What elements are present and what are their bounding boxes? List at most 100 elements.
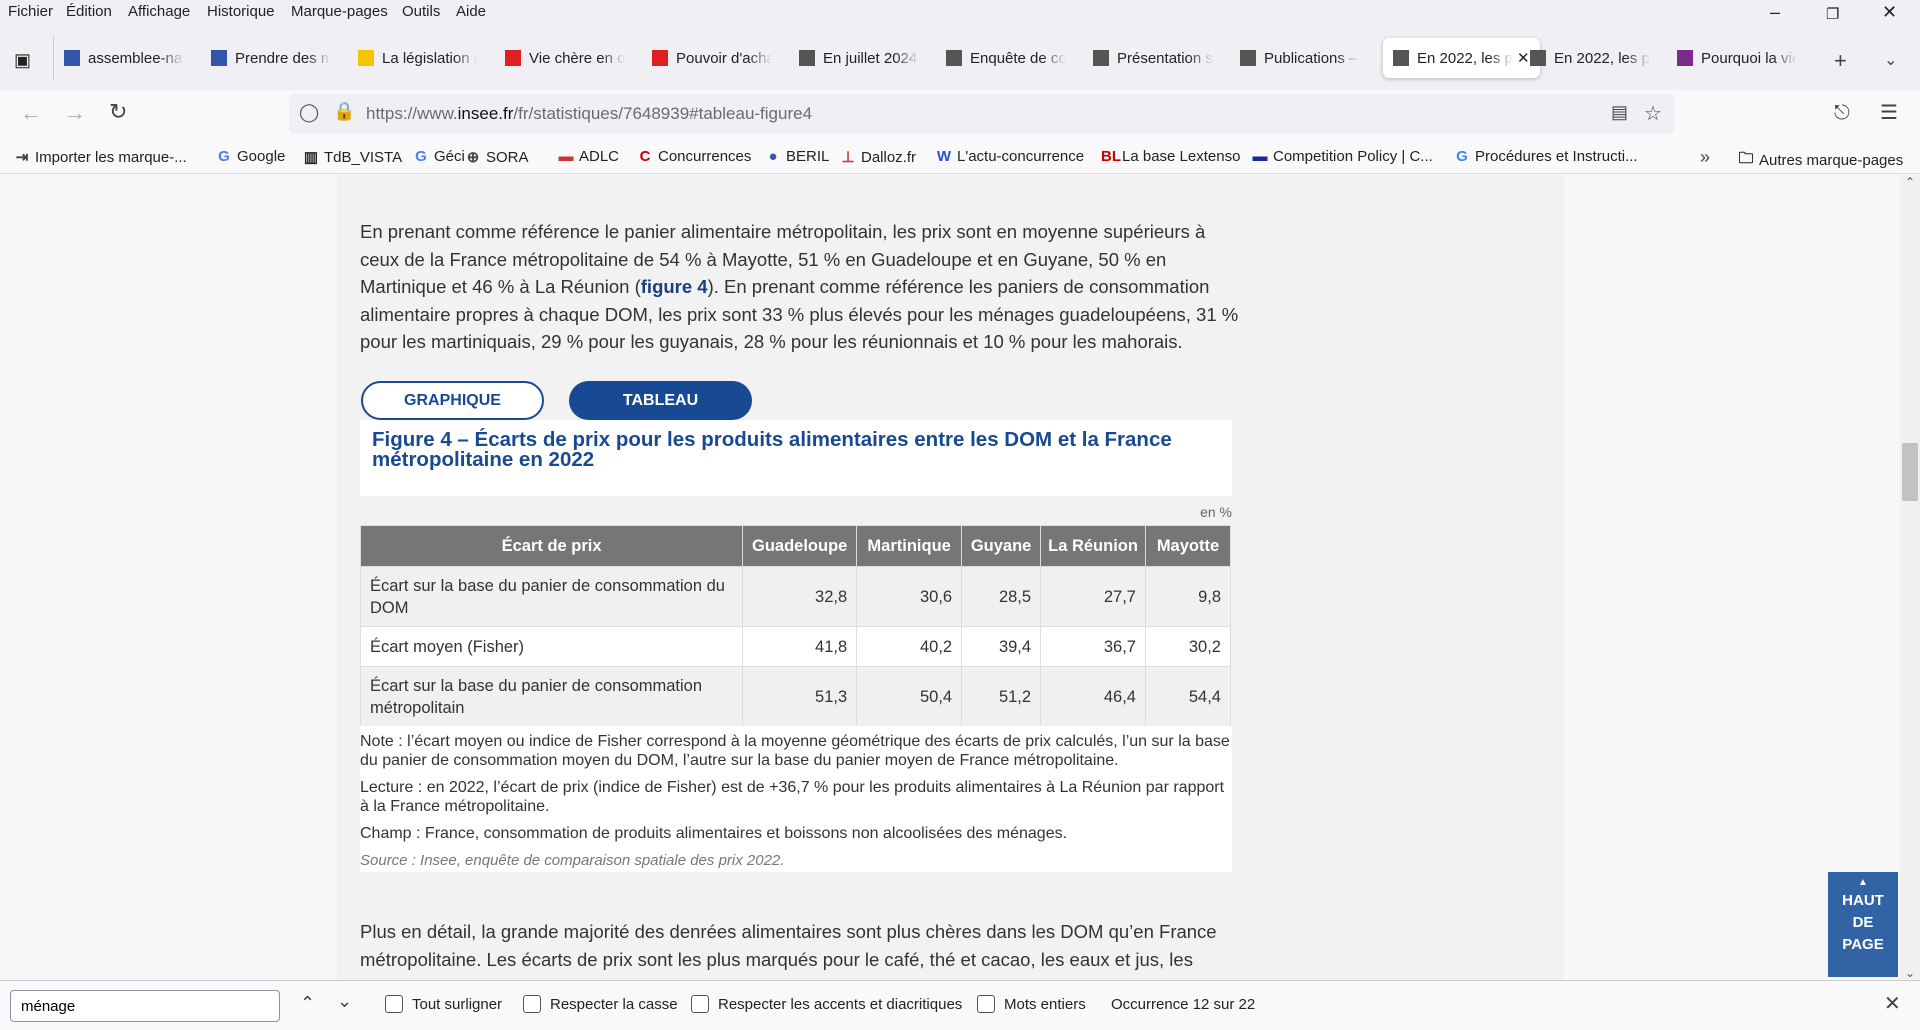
tab[interactable]: La législation sur [358, 38, 478, 78]
bookmark-item[interactable]: W L'actu-concurrence [936, 148, 1084, 165]
menu-historique[interactable]: Historique [207, 3, 275, 20]
match-diacritics-checkbox[interactable]: Respecter les accents et diacritiques [691, 995, 962, 1013]
menu-edition[interactable]: Édition [66, 3, 112, 20]
menu-outils[interactable]: Outils [402, 3, 441, 20]
nav-bar: ← → ↻ ◯ 🔒 https://www.insee.fr/fr/statis… [0, 90, 1920, 140]
restore-icon[interactable]: ❐ [1826, 6, 1840, 23]
scroll-down-icon[interactable]: ⌄ [1905, 966, 1916, 980]
close-find-bar-icon[interactable]: ✕ [1884, 993, 1901, 1015]
back-to-top-label: DE [1852, 914, 1874, 931]
tab-label: En juillet 2024, [823, 49, 919, 67]
tab-overview-icon[interactable]: ▣ [14, 50, 32, 70]
checkbox-box[interactable] [691, 995, 709, 1013]
tab-label: Publications – [1264, 49, 1358, 67]
tab[interactable]: En 2022, les prix✕ [1383, 38, 1540, 78]
app-menu-icon[interactable]: ☰ [1880, 102, 1898, 124]
find-next-icon[interactable]: ⌄ [337, 991, 353, 1011]
tab[interactable]: En 2022, les prix [1530, 38, 1650, 78]
tab-label: Présentation statistique [1117, 49, 1213, 67]
bookmark-item[interactable]: ▬ Competition Policy | C... [1252, 148, 1433, 165]
caret-up-icon: ▲ [1858, 877, 1868, 888]
back-to-top-button[interactable]: ▲ HAUT DE PAGE [1828, 872, 1898, 977]
phone-icon [1677, 50, 1693, 66]
find-input[interactable] [10, 990, 280, 1022]
whole-words-checkbox[interactable]: Mots entiers [977, 995, 1086, 1013]
value-cell: 54,4 [1144, 666, 1232, 727]
menu-affichage[interactable]: Affichage [128, 3, 191, 20]
scrollbar[interactable]: ⌃ ⌄ [1900, 175, 1920, 980]
scroll-up-icon[interactable]: ⌃ [1905, 175, 1916, 189]
close-window-icon[interactable]: ✕ [1882, 2, 1898, 22]
bookmark-item[interactable]: ⊥ Dalloz.fr [840, 148, 916, 167]
find-previous-icon[interactable]: ⌃ [300, 993, 316, 1013]
tab[interactable]: assemblee-nationale [64, 38, 184, 78]
back-icon[interactable]: ← [20, 100, 42, 125]
bookmark-item[interactable]: BL La base Lextenso [1101, 148, 1240, 165]
tab[interactable]: Prendre des mesures [211, 38, 331, 78]
bookmark-label: La base Lextenso [1122, 148, 1241, 165]
header-mayotte: Mayotte [1144, 525, 1232, 567]
bookmark-item[interactable]: G Géci [413, 148, 465, 165]
tableau-button[interactable]: TABLEAU [569, 381, 752, 420]
minimize-icon[interactable]: – [1770, 2, 1781, 22]
extensions-icon[interactable]: ⎋ [1834, 102, 1850, 124]
bookmark-item[interactable]: C Concurrences [637, 148, 752, 165]
highlight-all-checkbox[interactable]: Tout surligner [385, 995, 502, 1013]
dalloz-icon: ⊥ [841, 149, 855, 166]
other-bookmarks-label: Autres marque-pages [1759, 152, 1904, 169]
tab[interactable]: Publications – [1240, 38, 1360, 78]
checkbox-box[interactable] [385, 995, 403, 1013]
close-tab-icon[interactable]: ✕ [1517, 50, 1530, 67]
tab[interactable]: Pouvoir d'achat [652, 38, 772, 78]
bookmark-item[interactable]: G Procédures et Instructi... [1454, 148, 1637, 165]
tab-label: La législation sur [382, 49, 478, 67]
tab[interactable]: Enquête de comparaison [946, 38, 1066, 78]
tab-label: Vie chère en outre-mer [529, 49, 625, 67]
other-bookmarks-folder[interactable]: 🗀 Autres marque-pages [1738, 148, 1903, 173]
google-icon: G [218, 148, 230, 165]
wordpress-icon: W [936, 148, 952, 165]
url-bar[interactable]: ◯ 🔒 https://www.insee.fr/fr/statistiques… [289, 94, 1675, 134]
tab-label: Prendre des mesures [235, 49, 331, 67]
new-tab-icon[interactable]: + [1834, 48, 1847, 73]
tab-list-chevron-icon[interactable]: ⌄ [1884, 52, 1898, 69]
value-cell: 46,4 [1040, 666, 1146, 727]
bookmark-item[interactable]: ● BERIL [765, 148, 829, 165]
bookmark-item[interactable]: ▥ TdB_VISTA [303, 148, 402, 167]
checkbox-box[interactable] [523, 995, 541, 1013]
menu-fichier[interactable]: Fichier [8, 3, 54, 20]
bookmark-item[interactable]: ⊕ SORA [465, 148, 529, 167]
row-label: Écart sur la base du panier de consommat… [359, 566, 744, 627]
figure-4-link[interactable]: figure 4 [640, 276, 708, 297]
url-text[interactable]: https://www.insee.fr/fr/statistiques/764… [366, 104, 812, 124]
menu-marque-pages[interactable]: Marque-pages [291, 3, 388, 20]
insee-icon [799, 50, 815, 66]
lock-icon[interactable]: 🔒 [333, 101, 356, 121]
forward-icon[interactable]: → [64, 100, 86, 125]
bookmark-star-icon[interactable]: ☆ [1644, 103, 1662, 125]
tab[interactable]: En juillet 2024, [799, 38, 919, 78]
value-cell: 28,5 [961, 566, 1042, 627]
checkbox-box[interactable] [977, 995, 995, 1013]
value-cell: 40,2 [856, 626, 963, 667]
tab[interactable]: Présentation statistique [1093, 38, 1213, 78]
bookmark-item[interactable]: G Google [216, 148, 285, 165]
value-cell: 39,4 [961, 626, 1042, 667]
tab-label: Pourquoi la vie [1701, 49, 1797, 67]
scrollbar-thumb[interactable] [1902, 443, 1918, 501]
graphique-button[interactable]: GRAPHIQUE [361, 381, 544, 420]
back-to-top-label: HAUT [1842, 892, 1884, 909]
tab[interactable]: Vie chère en outre-mer [505, 38, 625, 78]
tab[interactable]: Pourquoi la vie [1677, 38, 1797, 78]
menu-aide[interactable]: Aide [456, 3, 487, 20]
lecture-text: Lecture : en 2022, l’écart de prix (indi… [360, 779, 1225, 815]
insee-icon [946, 50, 962, 66]
more-bookmarks-icon[interactable]: » [1700, 147, 1711, 167]
row-label: Écart moyen (Fisher) [359, 626, 744, 667]
shield-icon[interactable]: ◯ [299, 102, 320, 122]
bookmark-item[interactable]: ⇥ Importer les marque-... [14, 148, 187, 167]
match-case-checkbox[interactable]: Respecter la casse [523, 995, 678, 1013]
bookmark-item[interactable]: ▬ ADLC [558, 148, 620, 165]
reader-view-icon[interactable]: ▤ [1611, 102, 1629, 122]
reload-icon[interactable]: ↻ [109, 99, 128, 124]
